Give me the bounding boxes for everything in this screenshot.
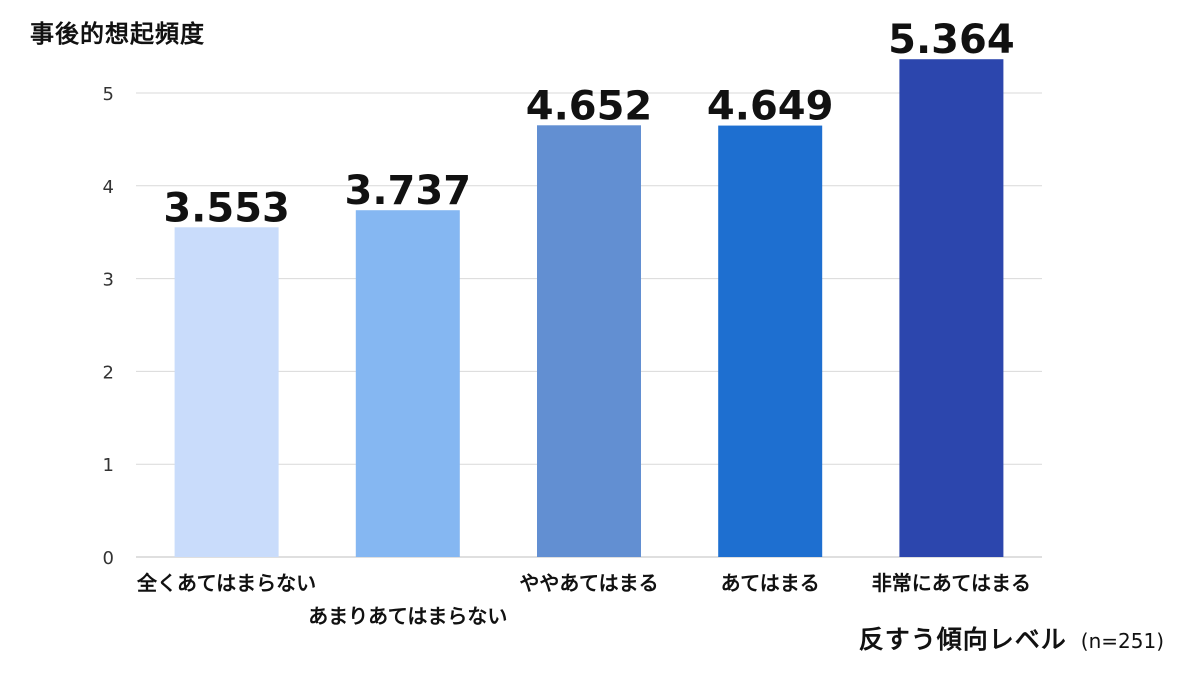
bar-2	[355, 210, 460, 557]
data-label-5: 5.364	[888, 17, 1015, 63]
data-label-4: 4.649	[707, 84, 834, 130]
y-axis-title: 事後的想起頻度	[30, 20, 205, 48]
bar-4	[718, 125, 823, 557]
y-tick-label-4: 4	[103, 177, 114, 198]
y-tick-label-5: 5	[103, 84, 114, 105]
bar-3	[537, 125, 641, 557]
category-label-2: あまりあてはまらない	[308, 604, 507, 628]
x-axis-title: 反すう傾向レベル	[858, 625, 1067, 654]
category-label-5: 非常にあてはまる	[872, 571, 1031, 595]
y-tick-label-3: 3	[103, 270, 114, 291]
y-tick-label-2: 2	[103, 362, 114, 383]
bar-5	[899, 59, 1004, 558]
bar-1	[174, 227, 279, 557]
data-label-3: 4.652	[526, 83, 653, 129]
data-label-1: 3.553	[163, 185, 290, 231]
data-label-2: 3.737	[345, 168, 472, 214]
y-tick-label-0: 0	[103, 548, 114, 569]
category-label-1: 全くあてはまらない	[136, 571, 316, 595]
x-axis-title-block: 反すう傾向レベル (n=251)	[859, 620, 1164, 656]
category-label-4: あてはまる	[721, 571, 820, 595]
category-label-3: ややあてはまる	[519, 571, 658, 595]
sample-size-note: (n=251)	[1080, 629, 1164, 653]
y-tick-label-1: 1	[103, 455, 114, 476]
